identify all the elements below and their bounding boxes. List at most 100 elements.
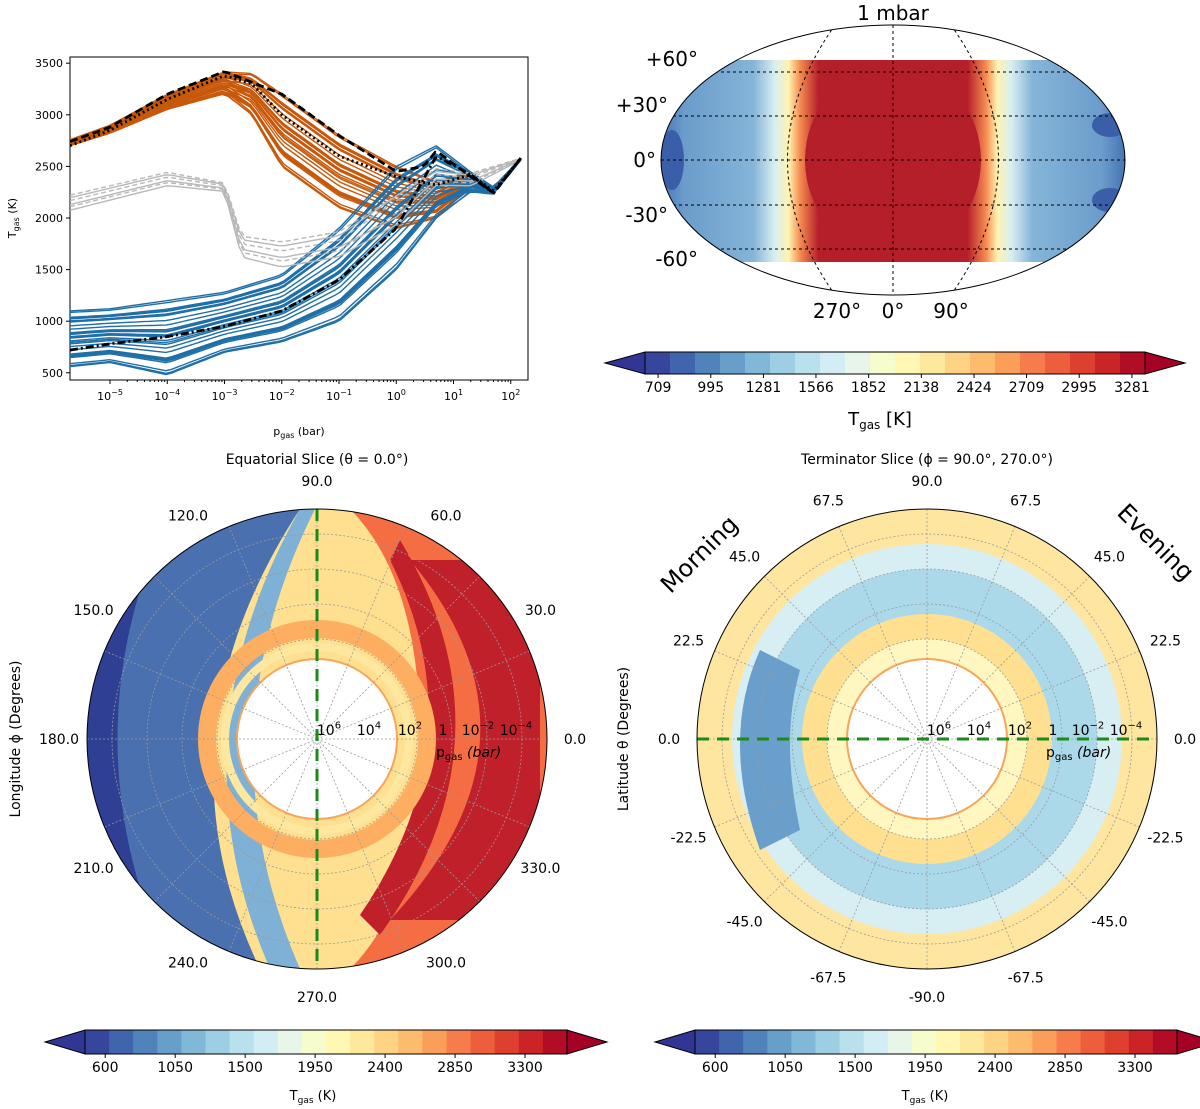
colorbar-bin: [181, 1030, 206, 1054]
colorbar-tick-label: 1050: [767, 1060, 803, 1076]
nightside-profile-line: [70, 158, 522, 346]
colorbar-tick-label: 2850: [437, 1060, 473, 1076]
profiles-panel: 500 1000 1500 2000 2500 3000 3500 10−5 10−4 10−3…: [6, 56, 529, 440]
angle-label: 45.0: [1094, 550, 1125, 566]
colorbar-bin: [470, 1030, 496, 1054]
eq-night-mid: [226, 509, 315, 969]
terminator-profile-line: [70, 158, 522, 252]
ter-radial-unit: pgas (bar): [1046, 745, 1111, 763]
radial-tick-label: 102: [1008, 721, 1032, 739]
ter-y-label: Latitude θ (Degrees): [616, 667, 632, 811]
colorbar-bin: [422, 1030, 447, 1054]
x-tick-label: 102: [501, 388, 520, 403]
angle-label: 67.5: [813, 494, 844, 510]
y-tick-label: 2500: [35, 160, 63, 173]
angle-label: -45.0: [1091, 914, 1127, 930]
colorbar-bin: [518, 1030, 544, 1054]
colorbar-bin: [109, 1030, 134, 1054]
y-tick-label: 2000: [35, 212, 63, 225]
map-lon-label: 90°: [933, 299, 968, 323]
eq-angle-labels: 90.0 60.0 30.0 0.0 330.0 300.0 270.0 240.0 210.0…: [39, 474, 586, 1006]
nightside-profile-line: [70, 159, 522, 364]
colorbar-tick-label: 3281: [1114, 380, 1150, 396]
angle-label: 0.0: [658, 732, 680, 748]
colorbar-tick-label: 2995: [1061, 380, 1097, 396]
colorbar-bin: [791, 1030, 816, 1054]
y-tick-label: 1500: [35, 264, 63, 277]
ter-outline: [696, 508, 1158, 970]
colorbar-bin: [845, 352, 871, 374]
colorbar-bin: [1056, 1030, 1082, 1054]
evening-label: Evening: [1112, 498, 1200, 586]
colorbar-bin: [446, 1030, 472, 1054]
colorbar-tick-label: 2400: [977, 1060, 1013, 1076]
colorbar-bin: [795, 352, 821, 374]
radial-tick-label: 106: [927, 721, 951, 739]
colorbar-bin: [745, 352, 771, 374]
colorbar-bin: [1045, 352, 1071, 374]
nightside-profile-line: [70, 158, 522, 354]
colorbar-bin: [542, 1030, 568, 1054]
eq-radial-labels: 106 104 102 1 10−2 10−4: [317, 721, 532, 739]
colorbar-bin: [157, 1030, 182, 1054]
eq-outline: [86, 508, 548, 970]
eq-y-label: Longitude ϕ (Degrees): [8, 661, 24, 818]
colorbar-frame: [694, 1029, 1178, 1055]
colorbar-bin: [870, 352, 896, 374]
radial-tick-label: 10−4: [500, 721, 533, 739]
terminator-profile-line: [70, 159, 522, 268]
y-tick-label: 1000: [35, 315, 63, 328]
x-tick-label: 101: [444, 388, 463, 403]
angle-label: 45.0: [729, 550, 760, 566]
colorbar-bin: [1070, 352, 1096, 374]
angle-label: 270.0: [297, 990, 337, 1006]
colorbar-bin: [720, 352, 746, 374]
colorbar-bin: [995, 352, 1021, 374]
colorbar-bin: [839, 1030, 865, 1054]
colorbar-bin: [945, 352, 971, 374]
colorbar-bin: [205, 1030, 231, 1054]
angle-label: -67.5: [810, 970, 846, 986]
angle-label: 0.0: [1174, 732, 1196, 748]
radial-tick-label: 10−2: [1072, 721, 1105, 739]
colorbar-frame: [644, 351, 1146, 375]
angle-label: -67.5: [1008, 970, 1044, 986]
angle-label: 120.0: [168, 509, 208, 525]
profiles-y-label: Tgas (K): [6, 198, 21, 239]
x-tick-label: 100: [387, 388, 406, 403]
map-lon-label: 0°: [882, 299, 905, 323]
colorbar-bin: [770, 352, 796, 374]
colorbar-bin: [1104, 1030, 1130, 1054]
angle-label: 30.0: [525, 603, 556, 619]
mean-dashdot-line: [70, 156, 522, 352]
map-panel: 1 mbar +60° +30° 0° -30° -60° 270° 0° 90…: [616, 1, 1126, 323]
colorbar-tick-label: 1950: [297, 1060, 333, 1076]
colorbar-bin: [1120, 352, 1146, 374]
profiles-x-label: pgas (bar): [273, 425, 324, 440]
x-tick-label: 10−5: [97, 388, 123, 403]
angle-label: 210.0: [74, 861, 114, 877]
nightside-profile-line: [70, 158, 522, 330]
terminator-profile-line: [70, 158, 522, 258]
colorbar-min-arrow: [43, 1029, 86, 1055]
nightside-profile-line: [70, 144, 522, 312]
colorbar-tick-label: 600: [92, 1060, 119, 1076]
colorbar-bin: [863, 1030, 889, 1054]
colorbar-tick-label: 2424: [956, 380, 992, 396]
angle-label: 90.0: [301, 474, 332, 490]
colorbar-bin: [815, 1030, 841, 1054]
colorbar-tick-label: 1852: [851, 380, 887, 396]
colorbar-bin: [277, 1030, 303, 1054]
colorbar-bin: [887, 1030, 913, 1054]
y-tick-label: 3500: [35, 57, 63, 70]
colorbar-bin: [1008, 1030, 1033, 1054]
angle-label: 22.5: [673, 633, 704, 649]
colorbar-bin: [743, 1030, 768, 1054]
angle-label: -90.0: [909, 990, 945, 1006]
colorbar-tick-label: 1281: [746, 380, 782, 396]
radial-tick-label: 104: [357, 721, 381, 739]
colorbar-frame: [84, 1029, 568, 1055]
map-outline: [660, 24, 1126, 296]
equatorial-colorbar: 600 1050 1500 1950 2400 2850 3300: [43, 1029, 609, 1076]
angle-label: 330.0: [520, 861, 560, 877]
